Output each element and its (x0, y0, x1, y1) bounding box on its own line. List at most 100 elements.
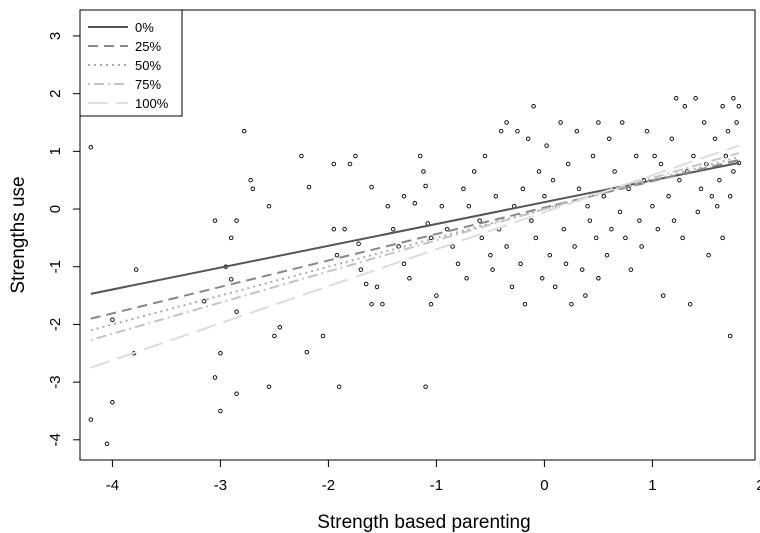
data-point (609, 226, 614, 232)
data-point (423, 384, 428, 389)
y-tick-label: -1 (47, 260, 64, 273)
data-point (434, 293, 439, 298)
data-point (444, 226, 450, 232)
x-tick-label: -2 (322, 477, 335, 494)
data-point (652, 153, 657, 159)
data-point (533, 235, 539, 241)
data-point (682, 104, 688, 109)
data-point (299, 153, 304, 159)
data-point (228, 277, 234, 282)
data-point (385, 203, 391, 209)
legend-box (79, 9, 183, 117)
data-point (201, 299, 207, 304)
data-point (417, 153, 423, 159)
data-point (695, 209, 701, 215)
data-point (439, 203, 445, 209)
data-point (658, 161, 664, 167)
data-point (363, 281, 369, 287)
data-point (369, 184, 374, 190)
legend-label: 50% (135, 58, 161, 73)
data-point (558, 120, 563, 125)
data-point (623, 235, 628, 241)
data-point (331, 226, 337, 232)
x-tick-label: 0 (540, 477, 548, 494)
data-point (356, 241, 361, 246)
data-point (277, 325, 283, 330)
legend-label: 100% (135, 96, 169, 111)
data-point (579, 267, 585, 272)
data-point (593, 235, 599, 241)
data-point (241, 128, 247, 134)
data-point (428, 235, 434, 241)
data-point (606, 136, 612, 141)
data-point (574, 128, 580, 134)
data-point (504, 244, 509, 249)
data-point (628, 267, 634, 272)
data-point (727, 194, 733, 199)
data-point (464, 276, 469, 281)
y-axis-title: Strengths use (8, 176, 29, 293)
data-point (401, 194, 407, 199)
data-point (522, 301, 528, 307)
data-point (331, 161, 337, 167)
y-tick-label: -3 (47, 375, 64, 388)
data-point (479, 235, 485, 241)
data-point (450, 244, 455, 249)
data-point (104, 441, 110, 447)
x-tick-label: 2 (756, 477, 760, 494)
y-tick-label: 1 (47, 147, 64, 155)
data-point (590, 153, 596, 159)
series-line (90, 159, 740, 320)
data-point (604, 252, 610, 258)
data-point (633, 153, 639, 159)
data-point (133, 267, 139, 272)
data-point (552, 284, 558, 290)
data-point (714, 203, 720, 209)
x-tick-label: 1 (648, 477, 656, 494)
data-point (518, 261, 523, 267)
data-point (717, 177, 722, 183)
data-point (563, 261, 569, 267)
data-point (336, 384, 342, 389)
data-point (88, 417, 94, 422)
data-point (466, 203, 472, 209)
data-point (412, 201, 418, 206)
data-point (680, 235, 685, 241)
data-point (509, 284, 515, 290)
data-point (731, 169, 736, 174)
y-tick-label: -2 (47, 318, 64, 331)
data-point (390, 226, 396, 232)
data-point (520, 186, 526, 192)
data-point (423, 183, 428, 189)
legend-label: 0% (135, 20, 154, 35)
data-point (353, 153, 358, 159)
y-tick-label: 0 (47, 205, 64, 213)
data-point (304, 349, 310, 355)
data-point (725, 128, 731, 134)
data-point (587, 218, 593, 223)
y-tick-label: -4 (47, 433, 64, 446)
y-tick-label: 3 (47, 32, 64, 40)
x-axis-title: Strength based parenting (317, 512, 530, 533)
data-point (544, 143, 549, 148)
data-point (212, 218, 218, 223)
data-point (228, 235, 234, 241)
data-point (565, 161, 571, 167)
data-point (547, 252, 553, 258)
data-point (536, 169, 542, 174)
data-point (734, 120, 739, 125)
data-point (550, 177, 556, 183)
data-point (461, 186, 466, 192)
x-tick-label: -1 (430, 477, 443, 494)
data-point (428, 301, 434, 307)
data-point (266, 203, 272, 209)
y-tick-label: 2 (47, 89, 64, 97)
x-axis: -4 -3 -2 -1 0 1 2 (106, 460, 760, 494)
data-point (677, 177, 682, 183)
data-point (212, 375, 218, 380)
data-point (596, 276, 601, 281)
data-point (720, 235, 725, 241)
data-point (542, 194, 547, 199)
data-point (218, 408, 223, 414)
